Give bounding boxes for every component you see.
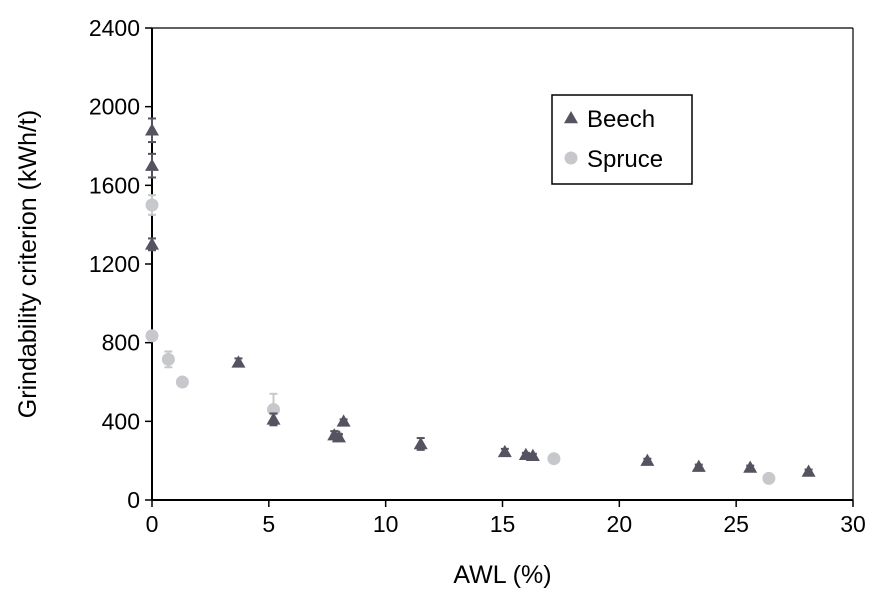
y-tick-label: 2000 bbox=[89, 94, 140, 120]
y-axis-ticks: 0 400 800 1200 1600 2000 2400 bbox=[89, 15, 152, 513]
legend-label-beech: Beech bbox=[587, 106, 655, 133]
beech-point bbox=[331, 430, 346, 443]
beech-point bbox=[336, 414, 351, 427]
series-spruce bbox=[145, 194, 776, 485]
legend-label-spruce: Spruce bbox=[587, 146, 663, 173]
x-axis-title: AWL (%) bbox=[453, 561, 551, 589]
plot-frame bbox=[151, 27, 854, 501]
x-tick-label: 25 bbox=[723, 511, 749, 537]
spruce-point bbox=[145, 198, 159, 212]
x-tick-label: 10 bbox=[373, 511, 399, 537]
beech-point bbox=[231, 355, 246, 368]
y-tick-label: 0 bbox=[127, 487, 140, 513]
data-points bbox=[145, 117, 816, 485]
beech-point bbox=[640, 453, 655, 466]
x-tick-label: 30 bbox=[840, 511, 866, 537]
beech-point bbox=[266, 412, 281, 425]
spruce-point bbox=[547, 452, 561, 466]
legend-marker-spruce bbox=[564, 151, 578, 165]
spruce-point bbox=[175, 375, 189, 389]
beech-point bbox=[525, 448, 540, 461]
spruce-point bbox=[762, 471, 776, 485]
beech-point bbox=[413, 436, 428, 450]
spruce-point bbox=[145, 329, 159, 343]
legend-box bbox=[551, 94, 693, 185]
y-tick-label: 400 bbox=[102, 408, 140, 434]
y-tick-label: 800 bbox=[102, 330, 140, 356]
y-tick-label: 1600 bbox=[89, 172, 140, 198]
x-tick-label: 15 bbox=[490, 511, 516, 537]
legend: Beech Spruce bbox=[551, 94, 693, 185]
series-beech bbox=[145, 117, 816, 477]
y-tick-label: 2400 bbox=[89, 15, 140, 41]
legend-marker-beech bbox=[564, 111, 578, 124]
x-tick-label: 0 bbox=[146, 511, 159, 537]
y-tick-label: 1200 bbox=[89, 251, 140, 277]
beech-point bbox=[801, 464, 816, 477]
x-tick-label: 5 bbox=[262, 511, 275, 537]
spruce-point bbox=[161, 352, 175, 366]
x-axis-ticks: 0 5 10 15 20 25 30 bbox=[146, 500, 866, 537]
beech-point bbox=[743, 460, 758, 473]
beech-point bbox=[145, 158, 159, 171]
x-tick-label: 20 bbox=[607, 511, 633, 537]
beech-point bbox=[145, 237, 159, 250]
beech-point bbox=[691, 459, 706, 472]
beech-point bbox=[145, 123, 159, 136]
y-axis-title: Grindability criterion (kWh/t) bbox=[14, 110, 42, 418]
beech-point bbox=[497, 444, 512, 458]
